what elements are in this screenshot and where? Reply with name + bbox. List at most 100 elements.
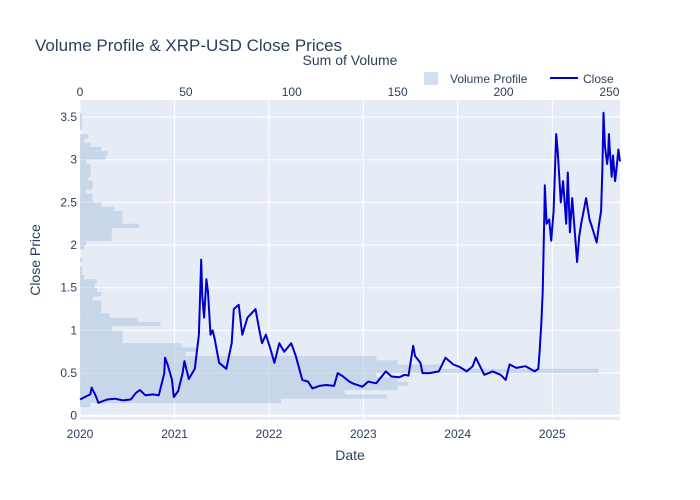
volume-profile-bar xyxy=(80,223,140,228)
x2-axis-ticks: 0 50 100 150 200 250 xyxy=(77,85,620,99)
volume-profile-bar xyxy=(80,232,112,237)
volume-profile-bar xyxy=(80,317,138,322)
x-tick-label: 2025 xyxy=(539,427,566,441)
volume-profile-bar xyxy=(80,287,97,292)
volume-profile-bars xyxy=(80,112,599,408)
volume-profile-bar xyxy=(80,364,440,369)
volume-profile-bar xyxy=(80,172,91,177)
x2-tick-label: 0 xyxy=(77,85,84,99)
volume-profile-bar xyxy=(80,390,345,395)
volume-profile-bar xyxy=(80,304,102,310)
x2-tick-label: 200 xyxy=(494,85,514,99)
legend-item-volume-profile[interactable]: Volume Profile xyxy=(424,72,528,86)
y-tick-label: 2 xyxy=(70,238,77,252)
volume-profile-bar xyxy=(80,155,106,160)
x-tick-label: 2023 xyxy=(350,427,377,441)
volume-profile-bar xyxy=(80,193,93,199)
volume-profile-bar xyxy=(80,381,409,386)
y-tick-label: 3.5 xyxy=(60,110,77,124)
volume-profile-bar xyxy=(80,279,97,284)
legend[interactable]: Volume Profile Close xyxy=(424,72,614,86)
x2-tick-label: 100 xyxy=(282,85,302,99)
y-tick-label: 1 xyxy=(70,323,77,337)
x2-tick-label: 150 xyxy=(388,85,408,99)
volume-profile-bar xyxy=(80,181,93,186)
volume-profile-bar xyxy=(80,347,197,352)
volume-profile-bar xyxy=(80,398,282,403)
volume-profile-bar xyxy=(80,373,377,378)
volume-profile-bar xyxy=(80,215,123,220)
volume-profile-bar xyxy=(80,219,123,224)
x-tick-label: 2024 xyxy=(444,427,471,441)
volume-profile-bar xyxy=(80,394,388,399)
volume-profile-bar xyxy=(80,112,83,118)
x-tick-label: 2020 xyxy=(67,427,94,441)
volume-profile-bar xyxy=(80,292,102,297)
volume-profile-bar xyxy=(80,300,102,305)
volume-profile-bar xyxy=(80,321,161,327)
volume-profile-bar xyxy=(80,360,398,365)
volume-profile-bar xyxy=(80,202,102,207)
volume-profile-bar xyxy=(80,142,91,147)
volume-profile-bar xyxy=(80,125,83,130)
volume-profile-bar xyxy=(80,117,83,122)
x2-tick-label: 250 xyxy=(599,85,619,99)
volume-profile-bar xyxy=(80,309,102,314)
volume-profile-bar xyxy=(80,236,112,241)
y-tick-label: 0 xyxy=(70,409,77,423)
volume-profile-bar xyxy=(80,274,85,280)
volume-profile-bar xyxy=(80,283,95,288)
volume-profile-bar xyxy=(80,210,123,216)
legend-swatch-volume-profile xyxy=(424,72,438,85)
volume-profile-bar xyxy=(80,134,89,139)
volume-profile-bar xyxy=(80,266,83,271)
y-tick-label: 2.5 xyxy=(60,195,77,209)
y-tick-label: 3 xyxy=(70,153,77,167)
y-tick-label: 1.5 xyxy=(60,281,77,295)
volume-profile-bar xyxy=(80,338,123,344)
volume-profile-bar xyxy=(80,270,83,275)
volume-profile-bar xyxy=(80,257,83,263)
volume-profile-bar xyxy=(80,245,85,250)
volume-profile-bar xyxy=(80,296,93,301)
legend-label-close: Close xyxy=(583,72,614,86)
volume-profile-bar xyxy=(80,377,398,382)
volume-profile-bar xyxy=(80,198,93,203)
legend-item-close[interactable]: Close xyxy=(550,72,614,86)
volume-profile-bar xyxy=(80,334,123,339)
x-tick-label: 2022 xyxy=(256,427,283,441)
volume-profile-bar xyxy=(80,385,398,391)
volume-profile-bar xyxy=(80,330,123,335)
volume-profile-bar xyxy=(80,168,91,173)
volume-profile-bar xyxy=(80,402,91,408)
y-tick-label: 0.5 xyxy=(60,366,77,380)
x2-tick-label: 50 xyxy=(179,85,193,99)
volume-profile-bar xyxy=(80,159,87,164)
y-axis-title: Close Price xyxy=(27,224,43,296)
volume-profile-bar xyxy=(80,351,186,356)
volume-profile-bar xyxy=(80,185,93,190)
volume-profile-bar xyxy=(80,151,108,156)
x-tick-label: 2021 xyxy=(161,427,188,441)
volume-profile-bar xyxy=(80,326,112,331)
volume-profile-bar xyxy=(80,368,599,374)
x2-axis-title: Sum of Volume xyxy=(303,52,398,68)
volume-profile-bar xyxy=(80,121,83,126)
x-axis-ticks: 2020 2021 2022 2023 2024 2025 xyxy=(67,427,566,441)
volume-profile-bar xyxy=(80,240,87,246)
y-axis-ticks: 0 0.5 1 1.5 2 2.5 3 3.5 xyxy=(60,110,77,423)
volume-profile-bar xyxy=(80,228,112,233)
volume-profile-bar xyxy=(80,176,89,182)
volume-profile-bar xyxy=(80,313,110,318)
grid xyxy=(79,100,620,420)
volume-profile-bar xyxy=(80,138,85,143)
x-axis-title: Date xyxy=(335,447,365,463)
volume-profile-bar xyxy=(80,206,114,211)
close-line xyxy=(79,111,621,404)
volume-profile-bar xyxy=(80,146,102,152)
volume-profile-bar xyxy=(80,164,91,169)
chart-title: Volume Profile & XRP-USD Close Prices xyxy=(35,36,342,55)
legend-label-volume-profile: Volume Profile xyxy=(450,72,528,86)
volume-profile-bar xyxy=(80,343,182,348)
